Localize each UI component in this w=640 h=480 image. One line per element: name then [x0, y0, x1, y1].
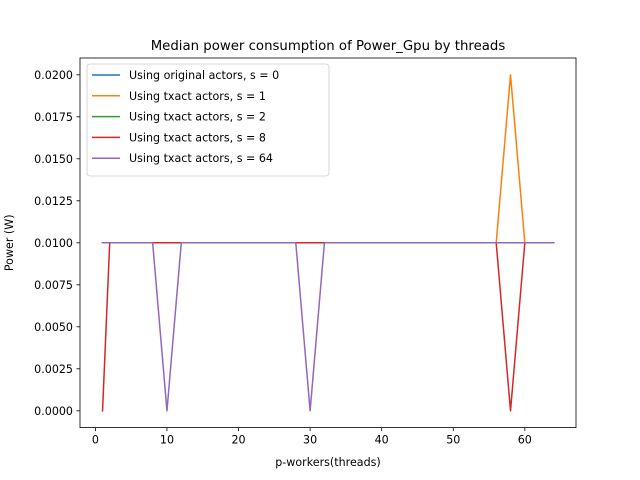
- y-tick-label: 0.0050: [34, 321, 73, 334]
- y-axis-ticks: 0.0000 0.0025 0.0050 0.0075 0.0100 0.0125 0.01…: [34, 69, 80, 418]
- series-line-4: [101, 242, 555, 412]
- y-tick-label: 0.0175: [34, 111, 73, 124]
- legend-label-1: Using txact actors, s = 1: [129, 90, 266, 103]
- y-tick-label: 0.0025: [34, 363, 73, 376]
- chart-title: Median power consumption of Power_Gpu by…: [151, 39, 506, 54]
- x-tick-label: 50: [446, 434, 460, 447]
- legend-label-3: Using txact actors, s = 8: [129, 131, 266, 144]
- x-tick-label: 20: [231, 434, 245, 447]
- x-axis-label: p-workers(threads): [275, 456, 380, 469]
- y-tick-label: 0.0150: [34, 153, 73, 166]
- x-tick-label: 10: [160, 434, 174, 447]
- x-tick-label: 60: [518, 434, 532, 447]
- y-tick-label: 0.0075: [34, 279, 73, 292]
- y-axis-label: Power (W): [3, 214, 16, 271]
- legend-box: [86, 63, 330, 177]
- x-tick-label: 30: [303, 434, 317, 447]
- y-tick-label: 0.0100: [34, 237, 73, 250]
- plot-lines: [101, 74, 555, 412]
- legend-label-4: Using txact actors, s = 64: [129, 152, 273, 165]
- y-tick-label: 0.0000: [34, 405, 73, 418]
- x-tick-label: 40: [375, 434, 389, 447]
- legend-label-0: Using original actors, s = 0: [129, 69, 279, 82]
- legend: Using original actors, s = 0 Using txact …: [86, 63, 330, 177]
- y-tick-label: 0.0125: [34, 195, 73, 208]
- legend-label-2: Using txact actors, s = 2: [129, 111, 266, 124]
- x-axis-ticks: 0 10 20 30 40 50 60: [92, 427, 532, 447]
- y-tick-label: 0.0200: [34, 69, 73, 82]
- x-tick-label: 0: [92, 434, 99, 447]
